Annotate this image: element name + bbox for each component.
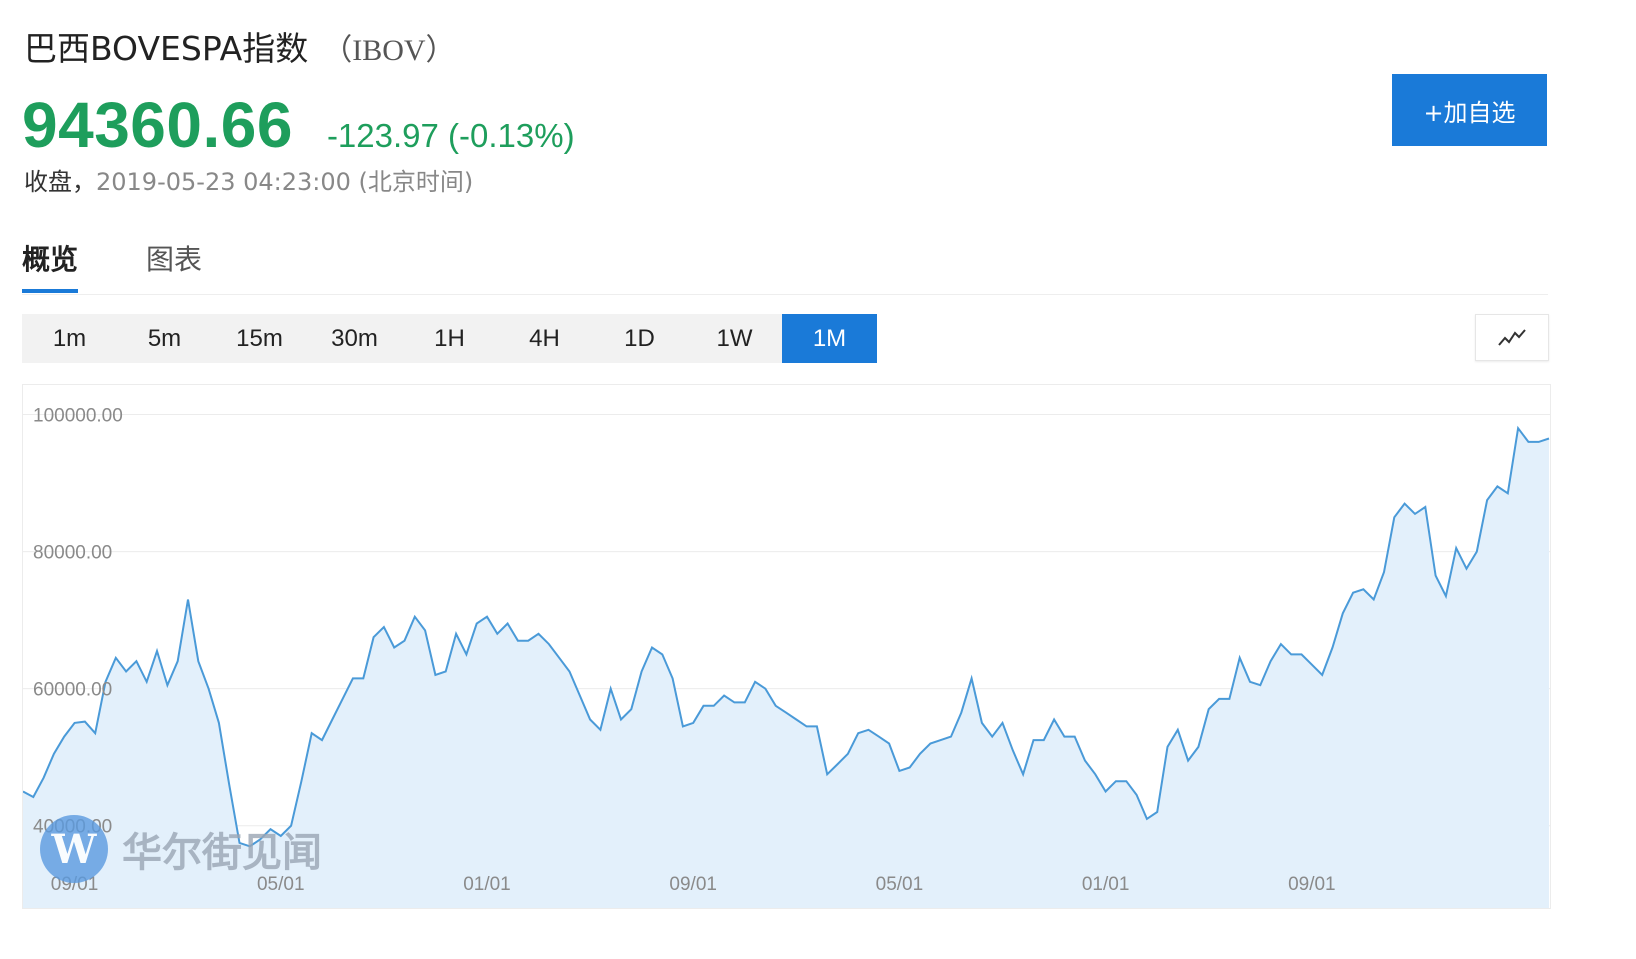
interval-1d[interactable]: 1D — [624, 324, 655, 352]
x-tick-label: 01/01 — [1082, 874, 1130, 895]
chart-type-button[interactable] — [1475, 314, 1549, 361]
series-line — [23, 425, 1550, 848]
interval-1m[interactable]: 1m — [52, 324, 87, 352]
watermark-logo: W — [40, 815, 108, 883]
line-chart-icon — [1498, 328, 1526, 346]
svg-text:W: W — [51, 826, 98, 873]
market-status: 收盘， — [24, 168, 96, 196]
price-chart[interactable]: 100000.0080000.0060000.0040000.0009/0105… — [22, 384, 1551, 909]
chart-svg: 100000.0080000.0060000.0040000.0009/0105… — [23, 405, 1550, 908]
interval-5m[interactable]: 5m — [147, 324, 182, 352]
tab-overview[interactable]: 概览 — [22, 243, 79, 276]
y-tick-label: 100000.00 — [33, 405, 123, 426]
x-tick-label: 09/01 — [669, 874, 717, 895]
interval-30m[interactable]: 30m — [331, 324, 378, 352]
x-tick-label: 01/01 — [463, 874, 511, 895]
index-code: （IBOV） — [322, 34, 456, 67]
y-tick-label: 80000.00 — [33, 543, 112, 564]
price-row: 94360.66 -123.97 (-0.13%) — [22, 88, 575, 162]
status-row: 收盘，2019-05-23 04:23:00 (北京时间) — [24, 162, 473, 197]
price-change: -123.97 (-0.13%) — [326, 117, 575, 154]
index-name: 巴西BOVESPA指数 — [24, 29, 309, 68]
x-tick-label: 09/01 — [1288, 874, 1336, 895]
y-tick-label: 60000.00 — [33, 680, 112, 701]
tab-chart[interactable]: 图表 — [146, 243, 203, 276]
x-tick-label: 05/01 — [257, 874, 305, 895]
add-to-watchlist-button[interactable]: +加自选 — [1392, 74, 1547, 146]
series-area — [23, 428, 1549, 908]
interval-1mo[interactable]: 1M — [782, 314, 877, 363]
interval-15m[interactable]: 15m — [236, 324, 283, 352]
watermark: W 华尔街见闻 — [40, 815, 322, 883]
title-row: 巴西BOVESPA指数 （IBOV） — [24, 22, 456, 70]
interval-1w[interactable]: 1W — [716, 324, 753, 352]
last-price: 94360.66 — [22, 89, 293, 161]
quote-timestamp: 2019-05-23 04:23:00 (北京时间) — [96, 168, 474, 196]
tab-bar: 概览 图表 — [22, 232, 1548, 295]
active-tab-indicator — [22, 289, 78, 293]
x-tick-label: 05/01 — [876, 874, 924, 895]
interval-selector: 1m 5m 15m 30m 1H 4H 1D 1W 1M — [22, 314, 877, 363]
interval-4h[interactable]: 4H — [529, 324, 560, 352]
interval-1h[interactable]: 1H — [434, 324, 465, 352]
watermark-text: 华尔街见闻 — [122, 829, 322, 876]
